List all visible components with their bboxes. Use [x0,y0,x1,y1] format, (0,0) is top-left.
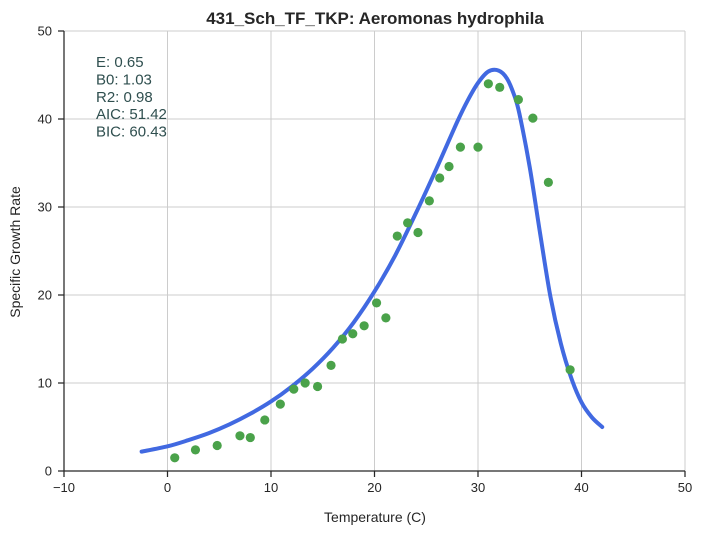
stat-value: 1.03 [119,71,152,88]
data-point [513,95,523,105]
data-point [289,384,299,394]
x-tick-label: 40 [574,480,588,495]
data-point [495,82,505,92]
data-point [371,298,382,308]
stat-line: B0: 1.03 [96,71,152,88]
data-point [337,334,348,344]
data-point [413,227,423,238]
stat-line: BIC: 60.43 [96,124,167,141]
data-point [403,218,413,228]
y-tick-label: 20 [38,288,52,303]
stat-line: E: 0.65 [96,54,144,71]
y-tick-label: 10 [38,376,52,391]
data-point [424,196,434,206]
data-point [326,360,336,370]
data-point [300,378,310,388]
stat-name: R2: [96,89,119,106]
data-point [260,415,270,425]
data-point [392,231,402,241]
x-tick-label: 0 [164,480,171,495]
data-point [473,142,483,152]
y-axis-label: Specific Growth Rate [7,186,23,318]
y-tick-label: 50 [38,24,52,39]
fit-curve [139,67,605,454]
stat-line: R2: 0.98 [96,89,153,106]
data-point [348,329,358,339]
data-point [455,142,466,152]
x-axis-label: Temperature (C) [324,509,426,525]
data-point [543,177,553,187]
data-point [483,79,493,89]
data-point [212,440,222,451]
stat-name: AIC: [96,106,125,123]
stat-value: 60.43 [125,124,167,141]
stat-line: AIC: 51.42 [96,106,167,123]
fit-curve-layer [139,67,605,454]
data-point [444,161,454,172]
data-point [235,431,245,441]
data-point [170,453,180,463]
data-points-layer [170,79,575,463]
x-tick-label: 50 [678,480,692,495]
x-tick-label: −10 [53,480,75,495]
stat-name: BIC: [96,124,125,141]
data-point [435,173,445,183]
grid [64,30,686,471]
x-tick-label: 20 [367,480,381,495]
x-tick-label: 10 [264,480,278,495]
y-tick-label: 40 [38,112,52,127]
stat-name: B0: [96,71,119,88]
data-point [381,313,391,323]
y-tick-label: 30 [38,200,52,215]
data-point [528,113,538,123]
data-point [275,399,285,409]
chart-title: 431_Sch_TF_TKP: Aeromonas hydrophila [206,9,544,28]
data-point [312,381,323,392]
stat-name: E: [96,54,110,71]
y-tick-label: 0 [45,464,52,479]
stat-value: 0.65 [110,54,143,71]
data-point [190,445,201,455]
data-point [565,365,575,375]
x-tick-label: 30 [471,480,485,495]
stat-value: 51.42 [125,106,167,123]
data-point [359,321,369,331]
stat-value: 0.98 [119,89,152,106]
data-point [245,432,255,443]
